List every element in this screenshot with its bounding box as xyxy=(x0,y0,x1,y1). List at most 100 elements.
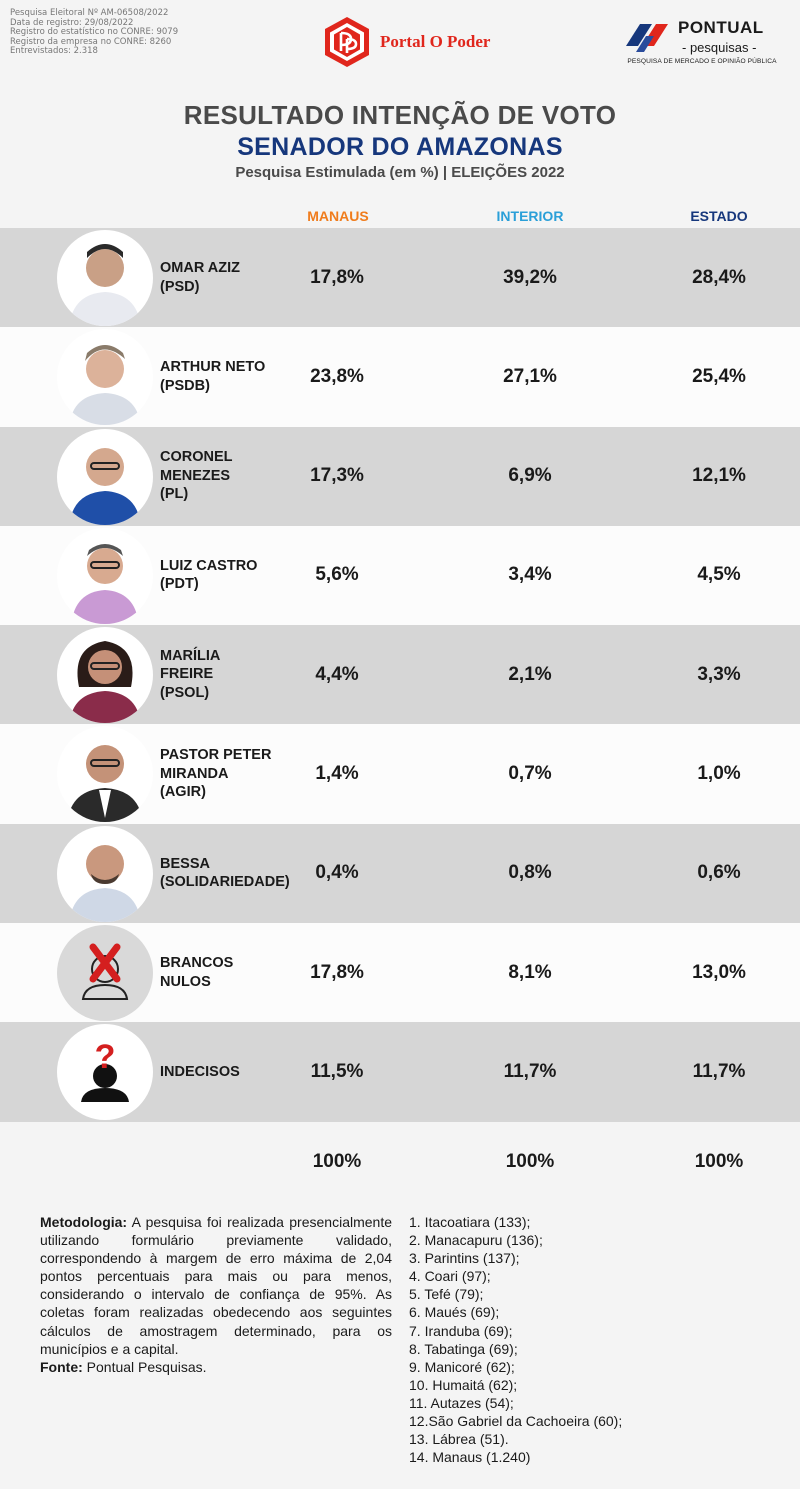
candidate-photo-icon xyxy=(57,230,153,326)
list-item: 6. Maués (69); xyxy=(409,1304,500,1321)
candidate-name: BESSA (SOLIDARIEDADE) xyxy=(160,855,290,891)
value-manaus: 17,3% xyxy=(310,465,364,487)
list-item: 5. Tefé (79); xyxy=(409,1286,484,1303)
portal-logo-text: Portal O Poder xyxy=(380,32,491,51)
question-mark-person-icon: ? xyxy=(57,1024,153,1121)
value-interior: 0,8% xyxy=(508,862,552,884)
value-manaus: 5,6% xyxy=(315,564,359,586)
table-row: LUIZ CASTRO (PDT) 5,6% 3,4% 4,5% xyxy=(0,525,800,626)
candidate-name: BRANCOS NULOS xyxy=(160,955,234,990)
value-interior: 6,9% xyxy=(508,465,552,487)
registration-line: Entrevistados: 2.318 xyxy=(10,46,98,57)
list-item: 9. Manicoré (62); xyxy=(409,1358,515,1375)
pontual-tagline: PESQUISA DE MERCADO E OPINIÃO PÚBLICA xyxy=(627,58,777,65)
registration-line: Registro do estatístico no CONRE: 9079 xyxy=(10,27,179,38)
table-row: PASTOR PETER MIRANDA (AGIR) 1,4% 0,7% 1,… xyxy=(0,724,800,824)
value-estado: 25,4% xyxy=(692,365,746,387)
table-row: ? INDECISOS 11,5% 11,7% 11,7% xyxy=(0,1022,800,1122)
value-manaus: 1,4% xyxy=(315,762,359,784)
list-item: 8. Tabatinga (69); xyxy=(409,1340,518,1357)
totals-row: 100% 100% 100% xyxy=(0,1122,800,1202)
pontual-mark-icon xyxy=(626,24,668,52)
value-manaus: 17,8% xyxy=(310,266,364,288)
value-estado: 4,5% xyxy=(697,564,741,586)
list-item: 1. Itacoatiara (133); xyxy=(409,1214,531,1230)
svg-text:?: ? xyxy=(95,1038,116,1076)
candidate-name: ARTHUR NETO (PSDB) xyxy=(160,359,266,394)
registration-line: Data de registro: 29/08/2022 xyxy=(10,17,134,28)
column-header-estado: ESTADO xyxy=(690,208,748,224)
candidate-name: INDECISOS xyxy=(160,1063,240,1080)
candidate-photo-icon xyxy=(57,527,153,624)
methodology-label: Metodologia: xyxy=(40,1214,128,1230)
table-row: BRANCOS NULOS 17,8% 8,1% 13,0% xyxy=(0,923,800,1023)
page-subtitle: SENADOR DO AMAZONAS xyxy=(237,133,563,161)
value-interior: 2,1% xyxy=(508,663,552,685)
list-item: 10. Humaitá (62); xyxy=(409,1376,518,1393)
page-caption: Pesquisa Estimulada (em %) | ELEIÇÕES 20… xyxy=(235,164,565,181)
table-row: CORONEL MENEZES (PL) 17,3% 6,9% 12,1% xyxy=(0,426,800,526)
list-item: 2. Manacapuru (136); xyxy=(409,1232,543,1249)
candidate-photo-icon xyxy=(57,726,153,823)
candidate-name: CORONEL MENEZES (PL) xyxy=(160,449,233,503)
list-item: 3. Parintins (137); xyxy=(409,1250,520,1267)
methodology-text: A pesquisa foi realizada presencialmente… xyxy=(40,1214,392,1357)
list-item: 12.São Gabriel da Cachoeira (60); xyxy=(409,1413,623,1430)
value-manaus: 11,5% xyxy=(310,1060,364,1082)
portal-hexagon-icon xyxy=(325,17,369,67)
registration-line: Registro da empresa no CONRE: 8260 xyxy=(10,36,172,47)
pontual-brand: PONTUAL xyxy=(678,18,764,37)
value-estado: 1,0% xyxy=(697,762,741,784)
list-item: 11. Autazes (54); xyxy=(409,1394,514,1411)
total-interior: 100% xyxy=(505,1151,555,1172)
total-estado: 100% xyxy=(694,1151,744,1172)
value-manaus: 23,8% xyxy=(310,365,364,387)
list-item: 14. Manaus (1.240) xyxy=(409,1449,531,1466)
pontual-logo: PONTUAL - pesquisas - PESQUISA DE MERCAD… xyxy=(622,16,782,72)
list-item: 13. Lábrea (51). xyxy=(409,1431,509,1448)
candidate-name: OMAR AZIZ (PSD) xyxy=(160,260,241,295)
red-x-person-icon xyxy=(57,925,153,1022)
source-label: Fonte: xyxy=(40,1358,83,1375)
candidate-name: LUIZ CASTRO (PDT) xyxy=(160,557,258,593)
value-estado: 28,4% xyxy=(692,266,746,288)
table-row: ARTHUR NETO (PSDB) 23,8% 27,1% 25,4% xyxy=(0,327,800,427)
candidate-name: PASTOR PETER MIRANDA (AGIR) xyxy=(160,747,272,801)
value-estado: 12,1% xyxy=(692,465,746,487)
value-estado: 11,7% xyxy=(692,1060,746,1082)
value-estado: 13,0% xyxy=(692,961,746,983)
column-header-manaus: MANAUS xyxy=(307,208,369,224)
value-estado: 0,6% xyxy=(697,862,741,884)
results-table: OMAR AZIZ (PSD) 17,8% 39,2% 28,4% ARTHUR… xyxy=(0,228,800,1122)
value-interior: 3,4% xyxy=(508,564,552,586)
value-interior: 39,2% xyxy=(503,266,557,288)
value-manaus: 17,8% xyxy=(310,961,364,983)
list-item: 4. Coari (97); xyxy=(409,1268,491,1285)
total-manaus: 100% xyxy=(312,1151,362,1172)
value-interior: 8,1% xyxy=(508,961,552,983)
portal-o-poder-logo: Portal O Poder xyxy=(322,14,490,70)
table-row: MARÍLIA FREIRE (PSOL) 4,4% 2,1% 3,3% xyxy=(0,625,800,725)
candidate-photo-icon xyxy=(57,627,153,724)
registration-line: Pesquisa Eleitoral Nº AM-06508/2022 xyxy=(10,8,169,18)
source-text: Pontual Pesquisas. xyxy=(82,1358,207,1375)
column-header-interior: INTERIOR xyxy=(496,208,564,224)
list-item: 7. Iranduba (69); xyxy=(409,1322,513,1339)
value-interior: 27,1% xyxy=(503,365,557,387)
page-title: RESULTADO INTENÇÃO DE VOTO xyxy=(183,100,617,130)
value-manaus: 0,4% xyxy=(315,862,359,884)
table-row: OMAR AZIZ (PSD) 17,8% 39,2% 28,4% xyxy=(0,228,800,328)
candidate-name: MARÍLIA FREIRE (PSOL) xyxy=(160,647,221,701)
value-interior: 0,7% xyxy=(508,762,552,784)
pontual-sub: - pesquisas - xyxy=(682,40,757,55)
value-manaus: 4,4% xyxy=(315,663,359,685)
value-interior: 11,7% xyxy=(503,1060,557,1082)
methodology: Metodologia: A pesquisa foi realizada pr… xyxy=(40,1213,392,1376)
value-estado: 3,3% xyxy=(697,663,741,685)
registration-info: Pesquisa Eleitoral Nº AM-06508/2022 Data… xyxy=(10,8,179,57)
table-row: BESSA (SOLIDARIEDADE) 0,4% 0,8% 0,6% xyxy=(0,823,800,924)
sample-cities-list: 1. Itacoatiara (133); 2. Manacapuru (136… xyxy=(409,1213,789,1466)
page-heading: RESULTADO INTENÇÃO DE VOTO SENADOR DO AM… xyxy=(0,100,800,181)
candidate-photo-icon xyxy=(57,329,153,426)
candidate-photo-icon xyxy=(57,825,153,922)
